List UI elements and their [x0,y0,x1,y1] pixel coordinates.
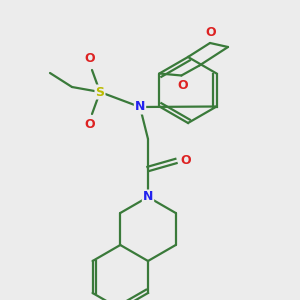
Text: O: O [85,118,95,131]
Text: O: O [181,154,191,166]
Text: O: O [177,79,188,92]
Text: O: O [85,52,95,65]
Text: S: S [95,85,104,98]
Text: O: O [206,26,216,40]
Text: N: N [135,100,145,113]
Text: N: N [143,190,153,203]
